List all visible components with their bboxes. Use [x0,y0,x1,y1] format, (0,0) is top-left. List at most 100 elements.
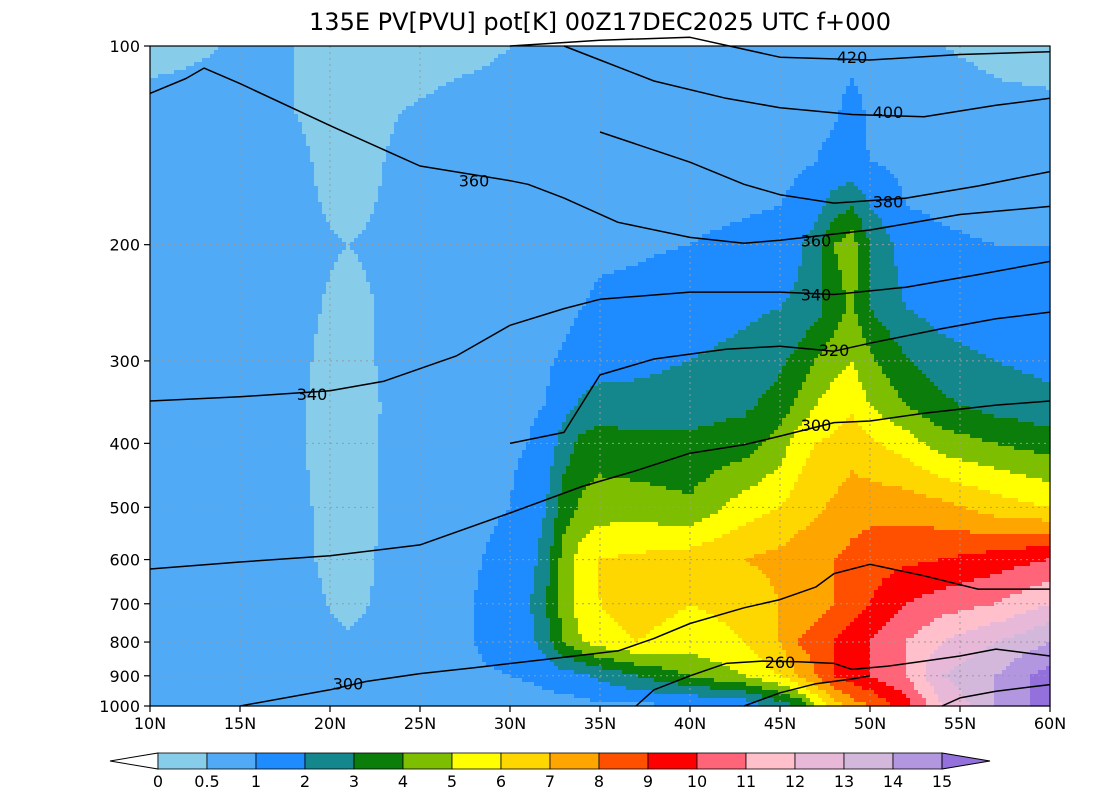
pv-cell [202,642,207,647]
pv-cell [222,498,227,503]
pv-cell [250,214,255,219]
pv-cell [150,502,155,507]
pv-cell [170,638,175,643]
pv-cell [190,234,195,239]
pv-cell [234,426,239,431]
pv-cell [198,662,203,667]
pv-cell [190,86,195,91]
pv-cell [210,458,215,463]
pv-cell [194,358,199,363]
pv-cell [242,154,247,159]
pv-cell [154,186,159,191]
pv-cell [210,202,215,207]
pv-cell [250,162,255,167]
pv-cell [234,146,239,151]
pv-cell [158,286,163,291]
pv-cell [186,286,191,291]
pv-cell [230,534,235,539]
pv-cell [174,354,179,359]
pv-cell [174,426,179,431]
pv-cell [150,218,155,223]
pv-cell [242,234,247,239]
pv-cell [162,294,167,299]
pv-cell [166,650,171,655]
pv-cell [198,574,203,579]
pv-cell [230,486,235,491]
pv-cell [170,170,175,175]
pv-cell [178,626,183,631]
pv-cell [154,174,159,179]
pv-cell [186,518,191,523]
pv-cell [186,642,191,647]
pv-cell [186,446,191,451]
pv-cell [234,86,239,91]
pv-cell [246,498,251,503]
pv-cell [190,414,195,419]
pv-cell [226,250,231,255]
pv-cell [214,542,219,547]
pv-cell [182,334,187,339]
pv-cell [234,630,239,635]
pv-cell [174,86,179,91]
pv-cell [154,434,159,439]
pv-cell [158,194,163,199]
pv-cell [234,246,239,251]
pv-cell [206,526,211,531]
pv-cell [170,406,175,411]
pv-cell [190,90,195,95]
pv-cell [174,138,179,143]
pv-cell [206,242,211,247]
pv-cell [170,342,175,347]
pv-cell [218,390,223,395]
pv-cell [210,618,215,623]
pv-cell [250,290,255,295]
pv-cell [194,578,199,583]
pv-cell [190,654,195,659]
pv-cell [198,58,203,63]
pv-cell [150,582,155,587]
pv-cell [178,598,183,603]
pv-cell [194,318,199,323]
pv-cell [170,370,175,375]
pv-cell [150,258,155,263]
pv-cell [226,166,231,171]
pv-cell [178,394,183,399]
pv-cell [230,250,235,255]
pv-cell [194,390,199,395]
pv-cell [198,494,203,499]
pv-cell [178,270,183,275]
pv-cell [154,530,159,535]
pv-cell [234,470,239,475]
pv-cell [158,202,163,207]
pv-cell [206,474,211,479]
pv-cell [158,442,163,447]
pv-cell [230,134,235,139]
pv-cell [234,590,239,595]
pv-cell [234,230,239,235]
pv-cell [246,666,251,671]
pv-cell [210,370,215,375]
pv-cell [150,482,155,487]
pv-cell [226,386,231,391]
pv-cell [226,442,231,447]
pv-cell [218,82,223,87]
pv-cell [182,354,187,359]
pv-cell [206,650,211,655]
pv-cell [222,446,227,451]
pv-cell [238,450,243,455]
pv-cell [250,634,255,639]
pv-cell [158,486,163,491]
pv-cell [190,530,195,535]
pv-cell [162,158,167,163]
pv-cell [170,270,175,275]
pv-cell [174,142,179,147]
pv-cell [206,310,211,315]
pv-cell [162,578,167,583]
pv-cell [206,558,211,563]
pv-cell [238,246,243,251]
pv-cell [210,130,215,135]
pv-cell [218,178,223,183]
pv-cell [234,442,239,447]
pv-cell [254,210,259,215]
pv-cell [218,650,223,655]
